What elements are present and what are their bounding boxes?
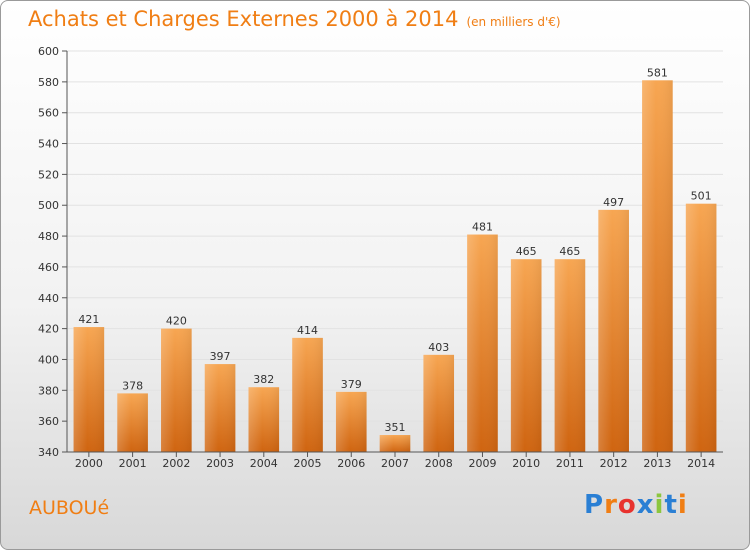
bar-shine [161,328,192,452]
logo-letter: t [664,490,678,520]
data-label: 501 [691,190,712,203]
bar-shine [642,80,673,453]
y-tick-label: 400 [38,353,59,366]
y-tick-label: 380 [38,384,59,397]
chart-unit: (en milliers d'€) [466,15,561,29]
bar-shine [467,234,498,452]
y-tick-label: 580 [38,76,59,89]
y-tick-label: 360 [38,415,59,428]
bar-shine [510,259,542,452]
y-tick-label: 420 [38,323,59,336]
data-label: 481 [472,221,493,234]
bar-shine [423,354,455,452]
data-label: 414 [297,324,318,337]
x-tick-label: 2010 [512,457,540,470]
y-tick-label: 600 [38,45,59,58]
y-axis: 340 360 380 400 420 440 460 480 500 520 540 560 580 6… [38,45,68,459]
y-tick-label: 560 [38,107,59,120]
x-tick-label: 2005 [294,457,322,470]
data-label: 465 [516,245,537,258]
bar-shine [335,391,367,452]
data-label: 397 [210,350,231,363]
logo-letter: i [654,490,665,520]
data-label: 351 [385,421,406,434]
bar-shine [248,387,280,452]
logo-letter: P [584,490,605,520]
proxiti-logo: Proxiti [584,490,688,520]
x-axis: 2000 2001 2002 2003 2004 2005 2006 2007 2008 2009… [67,451,723,470]
bar-shine [379,435,411,452]
y-tick-label: 500 [38,199,59,212]
chart-title-text: Achats et Charges Externes 2000 à 2014 [28,7,459,31]
x-tick-label: 2013 [643,457,671,470]
bar-shine [117,393,148,452]
y-tick-label: 440 [38,292,59,305]
x-tick-label: 2000 [75,457,103,470]
data-label: 403 [428,341,449,354]
data-label: 382 [253,373,274,386]
x-tick-label: 2011 [556,457,584,470]
x-tick-label: 2007 [381,457,409,470]
commune-name: AUBOUé [29,497,110,519]
x-tick-label: 2006 [337,457,365,470]
logo-letter: i [677,490,688,520]
x-tick-label: 2004 [250,457,278,470]
data-label: 465 [559,245,580,258]
data-label: 420 [166,315,187,328]
x-tick-label: 2008 [425,457,453,470]
bar-shine [685,203,717,452]
x-tick-label: 2001 [119,457,147,470]
y-tick-label: 340 [38,446,59,459]
bar-shine [73,327,105,452]
data-label: 421 [78,313,99,326]
x-tick-label: 2003 [206,457,234,470]
logo-letter: x [636,490,655,520]
bar-shine [292,337,323,452]
data-label: 379 [341,378,362,391]
x-tick-label: 2002 [162,457,190,470]
data-labels: 421 378 420 397 382 414 379 351 403 481 465 465 497 5… [78,66,711,434]
bar-shine [554,259,586,452]
bar-shine [204,364,236,452]
y-tick-label: 520 [38,168,59,181]
bars [73,80,717,453]
x-tick-label: 2009 [468,457,496,470]
x-tick-label: 2012 [600,457,628,470]
y-tick-label: 460 [38,261,59,274]
x-tick-label: 2014 [687,457,715,470]
logo-letter: o [617,490,637,520]
y-tick-label: 540 [38,138,59,151]
data-label: 497 [603,196,624,209]
data-label: 581 [647,66,668,79]
logo-letter: r [604,490,618,520]
data-label: 378 [122,379,143,392]
y-tick-label: 480 [38,230,59,243]
chart-title: Achats et Charges Externes 2000 à 2014 (e… [28,7,561,31]
bar-shine [598,209,629,452]
